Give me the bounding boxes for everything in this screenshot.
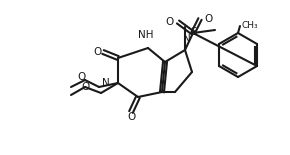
Text: CH₃: CH₃ [242,20,259,29]
Text: NH: NH [138,30,154,40]
Text: O: O [78,72,86,82]
Text: O: O [204,14,212,24]
Text: N: N [183,34,191,44]
Text: O: O [127,112,135,122]
Text: O: O [166,17,174,27]
Text: N: N [102,78,110,88]
Text: O: O [81,82,89,92]
Text: S: S [191,27,197,37]
Text: O: O [94,47,102,57]
